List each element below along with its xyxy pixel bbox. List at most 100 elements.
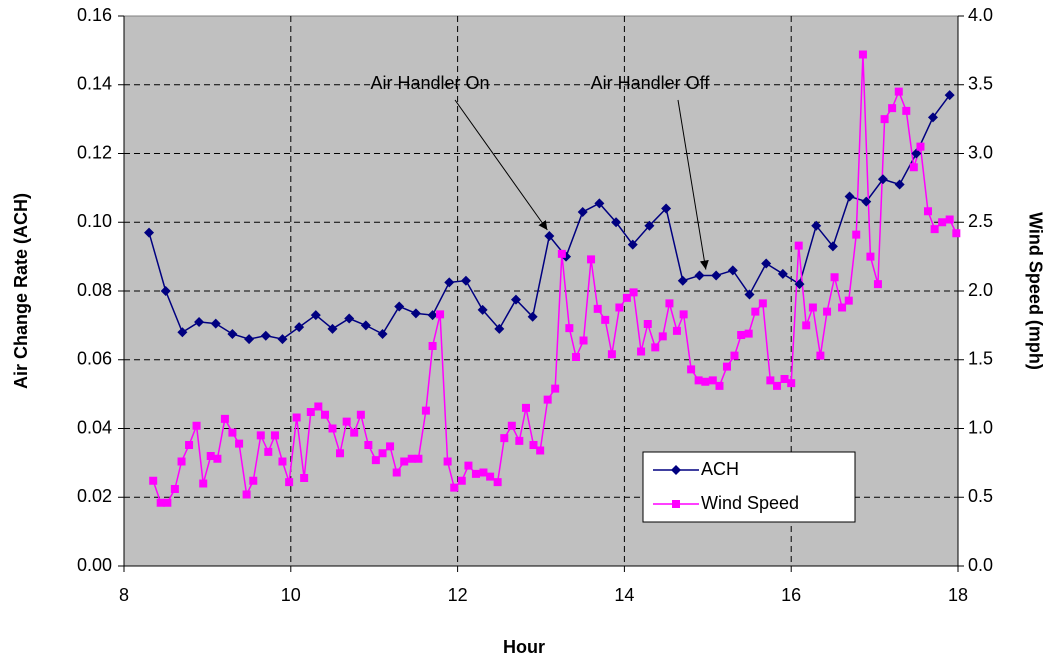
point bbox=[888, 104, 897, 113]
point bbox=[923, 207, 932, 216]
y2-tick-label: 2.0 bbox=[968, 280, 993, 300]
point bbox=[163, 498, 172, 507]
point bbox=[911, 148, 922, 159]
y-tick-label: 0.14 bbox=[77, 74, 112, 94]
point bbox=[206, 452, 215, 460]
point bbox=[344, 313, 355, 324]
x-tick-label: 12 bbox=[448, 585, 468, 605]
point bbox=[944, 90, 955, 101]
point bbox=[220, 414, 229, 423]
point bbox=[629, 288, 638, 297]
point bbox=[952, 229, 961, 238]
point bbox=[400, 457, 409, 466]
y2-tick-label: 1.5 bbox=[968, 349, 993, 369]
point bbox=[356, 410, 365, 419]
point bbox=[342, 417, 351, 426]
point bbox=[160, 286, 171, 296]
point bbox=[827, 241, 838, 252]
point bbox=[515, 436, 524, 445]
point bbox=[371, 456, 380, 465]
point bbox=[672, 326, 681, 335]
point bbox=[377, 328, 388, 339]
point bbox=[270, 431, 279, 440]
point bbox=[292, 413, 301, 422]
point bbox=[521, 403, 530, 412]
point bbox=[577, 206, 588, 217]
point bbox=[637, 347, 646, 356]
y-tick-label: 0.10 bbox=[77, 211, 112, 231]
point bbox=[751, 307, 760, 316]
x-tick-label: 8 bbox=[119, 585, 129, 605]
point bbox=[192, 421, 201, 430]
point bbox=[378, 449, 387, 458]
point bbox=[794, 279, 805, 290]
y-tick-label: 0.12 bbox=[77, 142, 112, 162]
point bbox=[737, 331, 746, 339]
y2-tick-label: 3.0 bbox=[968, 142, 993, 162]
point bbox=[428, 342, 437, 350]
point bbox=[773, 381, 782, 390]
point bbox=[436, 310, 445, 319]
point bbox=[149, 476, 158, 485]
x-tick-label: 10 bbox=[281, 585, 301, 605]
point bbox=[661, 203, 672, 214]
point bbox=[916, 142, 925, 151]
x-tick-label: 16 bbox=[781, 585, 801, 605]
point bbox=[902, 106, 911, 115]
point bbox=[260, 330, 271, 341]
point bbox=[658, 332, 667, 341]
point bbox=[593, 304, 602, 313]
point bbox=[766, 376, 775, 385]
point bbox=[277, 334, 288, 345]
point bbox=[694, 270, 705, 281]
point bbox=[687, 365, 696, 374]
point bbox=[579, 336, 588, 345]
point bbox=[177, 457, 186, 466]
point bbox=[177, 327, 188, 338]
point bbox=[808, 303, 817, 312]
point bbox=[421, 406, 430, 415]
point bbox=[494, 323, 505, 334]
x-tick-label: 14 bbox=[614, 585, 634, 605]
point bbox=[460, 275, 471, 286]
point bbox=[364, 441, 373, 449]
point bbox=[727, 265, 738, 276]
y2-tick-label: 4.0 bbox=[968, 5, 993, 25]
point bbox=[507, 421, 516, 430]
point bbox=[572, 353, 581, 361]
point bbox=[544, 231, 555, 241]
annotation-text: Air Handler On bbox=[370, 73, 489, 93]
point bbox=[328, 424, 337, 433]
y-tick-label: 0.02 bbox=[77, 486, 112, 506]
y-axis-title: Air Change Rate (ACH) bbox=[11, 193, 31, 389]
point bbox=[627, 239, 638, 250]
y-tick-label: 0.00 bbox=[77, 555, 112, 575]
point bbox=[242, 490, 251, 499]
point bbox=[500, 434, 509, 443]
point bbox=[665, 299, 674, 308]
point bbox=[671, 465, 681, 475]
annotation-arrow bbox=[677, 99, 709, 270]
y-tick-label: 0.16 bbox=[77, 5, 112, 25]
legend-label: Wind Speed bbox=[701, 493, 799, 513]
point bbox=[927, 112, 938, 123]
point bbox=[587, 255, 596, 264]
x-tick-label: 18 bbox=[948, 585, 968, 605]
point bbox=[392, 468, 401, 477]
point bbox=[945, 215, 954, 224]
point bbox=[607, 350, 616, 359]
point bbox=[852, 230, 861, 239]
point bbox=[360, 320, 371, 331]
point bbox=[306, 408, 315, 416]
point bbox=[861, 196, 872, 207]
point bbox=[715, 381, 724, 390]
point bbox=[310, 310, 321, 321]
point bbox=[744, 329, 753, 338]
point bbox=[443, 457, 452, 466]
point bbox=[213, 454, 222, 463]
point bbox=[594, 198, 605, 209]
point bbox=[730, 351, 739, 360]
point bbox=[877, 174, 888, 185]
point bbox=[672, 500, 680, 508]
y-tick-label: 0.04 bbox=[77, 417, 112, 437]
